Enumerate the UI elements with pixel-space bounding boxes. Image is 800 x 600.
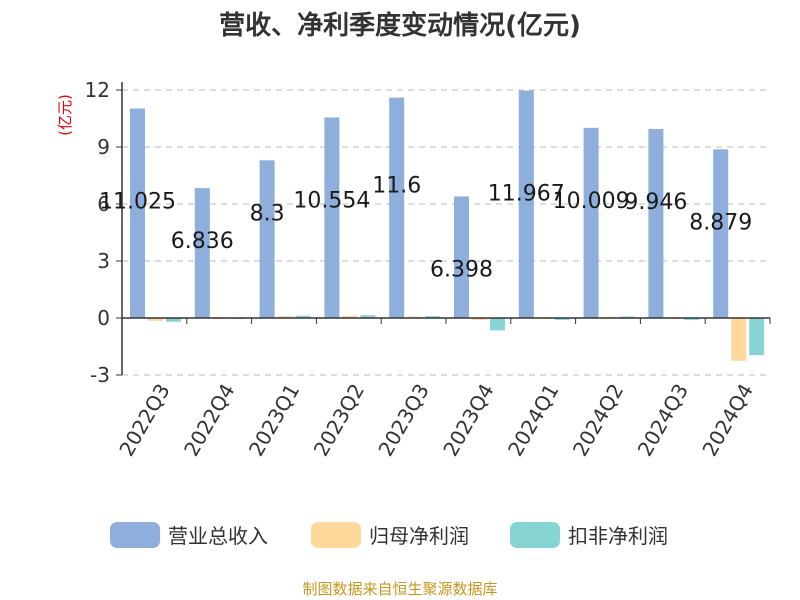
x-tick-label: 2024Q4 — [697, 380, 757, 461]
bar-营业总收入 — [454, 196, 469, 318]
bar-营业总收入 — [583, 127, 599, 318]
x-tick-label: 2022Q4 — [179, 380, 239, 461]
x-tick-label: 2024Q2 — [568, 380, 628, 461]
bar-扣非净利润 — [360, 315, 376, 318]
y-tick-label: -3 — [90, 363, 110, 387]
data-label: 10.009 — [553, 189, 630, 214]
y-tick-label: 3 — [97, 249, 110, 273]
bar-扣非净利润 — [490, 318, 505, 331]
bars-layer — [130, 90, 765, 361]
bar-营业总收入 — [713, 149, 729, 318]
x-tick-label: 2023Q2 — [309, 380, 369, 461]
y-axis-unit-label: (亿元) — [56, 94, 74, 136]
bar-归母净利润 — [277, 316, 293, 318]
data-label: 11.025 — [99, 190, 176, 215]
bar-营业总收入 — [130, 108, 145, 319]
data-label: 6.836 — [171, 229, 234, 254]
data-label: 6.398 — [430, 257, 493, 282]
legend: 营业总收入 归母净利润 扣非净利润 — [110, 522, 668, 548]
data-label: 11.6 — [372, 174, 421, 199]
data-label: 10.554 — [293, 188, 370, 213]
chart-title: 营收、净利季度变动情况(亿元) — [219, 10, 581, 41]
bar-扣非净利润 — [554, 318, 570, 320]
bar-扣非净利润 — [425, 316, 441, 318]
legend-label: 归母净利润 — [369, 524, 469, 548]
legend-swatch — [110, 522, 160, 548]
bar-扣非净利润 — [295, 315, 311, 318]
y-tick-label: 6 — [97, 192, 110, 216]
data-label: 11.967 — [488, 182, 565, 207]
bar-扣非净利润 — [684, 318, 700, 320]
bar-营业总收入 — [389, 97, 405, 318]
bar-扣非净利润 — [166, 318, 181, 322]
bar-归母净利润 — [148, 318, 163, 321]
legend-label: 扣非净利润 — [568, 524, 668, 548]
bar-营业总收入 — [194, 188, 210, 318]
bar-营业总收入 — [259, 160, 275, 318]
bar-营业总收入 — [324, 117, 340, 318]
x-tick-label: 2024Q3 — [633, 380, 693, 461]
x-tick-label: 2022Q3 — [114, 380, 174, 461]
bar-扣非净利润 — [619, 316, 635, 318]
data-label: 9.946 — [624, 190, 687, 215]
y-tick-label: 9 — [97, 135, 110, 159]
legend-label: 营业总收入 — [168, 524, 268, 548]
legend-swatch — [510, 522, 560, 548]
bar-归母净利润 — [407, 316, 423, 318]
bar-营业总收入 — [518, 90, 534, 318]
legend-swatch — [311, 522, 361, 548]
x-tick-label: 2023Q1 — [244, 380, 304, 461]
bar-营业总收入 — [648, 129, 664, 318]
x-tick-label: 2023Q4 — [438, 380, 498, 461]
y-tick-label: 12 — [85, 78, 110, 102]
bar-归母净利润 — [731, 318, 747, 361]
bar-扣非净利润 — [749, 318, 765, 356]
data-label: 8.879 — [689, 210, 752, 235]
x-tick-label: 2023Q3 — [373, 380, 433, 461]
y-tick-label: 0 — [97, 306, 110, 330]
source-note: 制图数据来自恒生聚源数据库 — [302, 580, 497, 598]
bar-归母净利润 — [472, 318, 487, 320]
x-tick-label: 2024Q1 — [503, 380, 563, 461]
bar-归母净利润 — [342, 315, 358, 318]
data-label: 8.3 — [250, 201, 285, 226]
